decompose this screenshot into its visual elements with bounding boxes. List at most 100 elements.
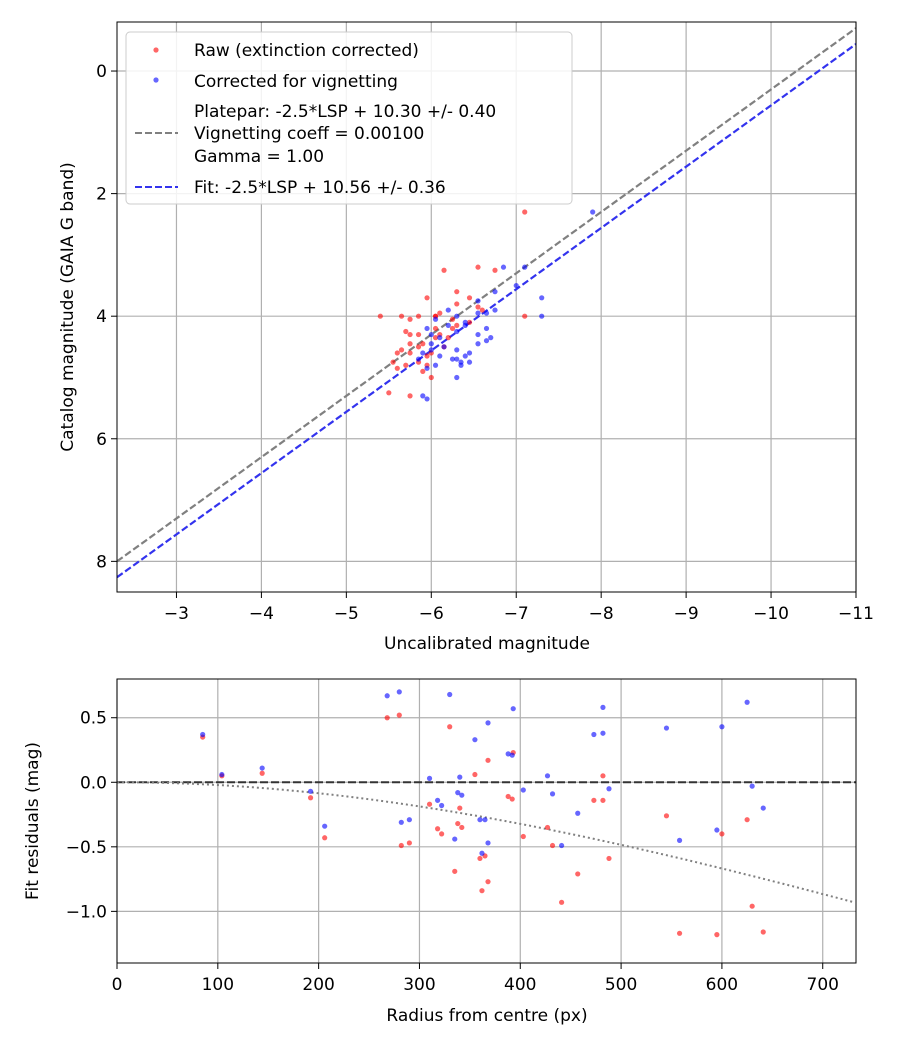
top-x-tick-label: −5 (334, 604, 359, 624)
bottom-x-tick-label: 700 (807, 975, 839, 995)
top-raw-point (428, 374, 434, 381)
top-raw-point (403, 328, 409, 335)
top-x-tick-label: −8 (589, 604, 614, 624)
top-x-tick-label: −6 (419, 604, 444, 624)
bottom-raw-point (600, 773, 606, 779)
bottom-x-tick-label: 400 (504, 975, 536, 995)
bottom-corrected-point (485, 720, 491, 726)
bottom-corrected-point (749, 783, 755, 789)
top-raw-point (403, 362, 409, 368)
bottom-corrected-point (510, 706, 516, 712)
top-raw-point (454, 301, 460, 307)
bottom-raw-point (591, 797, 597, 803)
bottom-corrected-point (452, 836, 458, 842)
bottom-x-tick-label: 500 (605, 975, 637, 995)
top-corrected-point (483, 310, 490, 316)
bottom-corrected-point (426, 775, 433, 782)
bottom-raw-point (426, 801, 433, 807)
bottom-corrected-point (477, 817, 483, 823)
top-raw-point (522, 209, 528, 215)
bottom-raw-point (760, 929, 766, 935)
bottom-raw-point (544, 824, 551, 831)
bottom-corrected-point (482, 817, 488, 823)
bottom-corrected-point (322, 823, 328, 829)
top-corrected-point (441, 344, 447, 350)
bottom-raw-point (322, 835, 328, 841)
bottom-corrected-point (459, 792, 465, 798)
bottom-raw-point (520, 833, 526, 840)
top-corrected-point (415, 356, 422, 362)
bottom-x-ticks: 0 100 200 300 400 500 600 700 (112, 963, 839, 995)
bottom-x-tick-label: 600 (706, 975, 738, 995)
top-corrected-point (424, 325, 430, 332)
bottom-x-tick-label: 100 (202, 975, 234, 995)
bottom-raw-point (398, 842, 404, 849)
bottom-corrected-point (676, 837, 683, 843)
top-corrected-point (462, 353, 468, 359)
top-raw-point (475, 264, 481, 270)
bottom-corrected-point (505, 751, 511, 757)
top-raw-point (415, 313, 422, 319)
top-x-tick-label: −3 (164, 604, 189, 624)
bottom-y-tick-label: 0.5 (80, 709, 107, 729)
top-plot-frame (116, 21, 857, 593)
bottom-x-axis-label: Radius from centre (px) (386, 1006, 587, 1026)
top-raw-point (415, 331, 422, 338)
top-raw-point (415, 344, 422, 350)
top-raw-point (437, 310, 443, 316)
top-raw-point (407, 350, 413, 356)
top-raw-point (394, 365, 400, 371)
bottom-corrected-point (600, 704, 606, 711)
top-raw-point (449, 316, 456, 322)
top-raw-point (398, 347, 405, 353)
top-raw-point (454, 322, 460, 328)
bottom-corrected-point (398, 819, 404, 825)
top-raw-point (424, 295, 430, 301)
bottom-corrected-point (600, 730, 606, 736)
top-raw-point (445, 335, 451, 341)
bottom-raw-point (663, 813, 670, 819)
bottom-raw-point (479, 888, 485, 894)
top-x-axis-label: Uncalibrated magnitude (384, 634, 590, 654)
top-corrected-point (462, 322, 468, 328)
bottom-x-tick-label: 0 (112, 975, 123, 995)
top-legend: Raw (extinction corrected) Corrected for… (125, 31, 573, 205)
top-corrected-point (492, 289, 498, 295)
bottom-corrected-point (509, 752, 515, 758)
top-x-tick-label: −7 (504, 604, 529, 624)
top-raw-point (398, 313, 405, 319)
vignetting-curve (117, 781, 854, 903)
bottom-corrected-point (544, 773, 551, 779)
top-y-tick-label: 6 (96, 430, 107, 450)
top-chart: −3 −4 −5 −6 −7 −8 −9 −10 −11 0 2 4 6 8 Uncalibrated … (58, 21, 874, 654)
bottom-corrected-point (719, 724, 725, 730)
bottom-corrected-point (606, 786, 612, 792)
top-x-tick-label: −10 (753, 604, 789, 624)
top-corrected-point (483, 338, 490, 344)
bottom-raw-point (749, 903, 755, 909)
bottom-raw-point (384, 715, 390, 721)
top-raw-point (449, 325, 456, 332)
top-y-axis-label: Catalog magnitude (GAIA G band) (58, 162, 78, 452)
top-corrected-point (454, 313, 460, 319)
bottom-corrected-point (744, 699, 750, 705)
top-corrected-point (458, 362, 464, 368)
top-corrected-point (475, 341, 481, 347)
bottom-corrected-point (559, 842, 565, 849)
legend-raw-marker (153, 47, 159, 53)
bottom-data-points (200, 689, 766, 938)
bottom-raw-point (559, 899, 565, 905)
top-raw-point (407, 316, 413, 322)
bottom-raw-point (477, 855, 483, 862)
legend-fit-label: Fit: -2.5*LSP + 10.56 +/- 0.36 (194, 178, 446, 198)
top-raw-point (407, 331, 413, 338)
bottom-corrected-point (439, 802, 445, 809)
legend-gamma-label: Gamma = 1.00 (194, 147, 324, 167)
bottom-corrected-point (575, 810, 581, 816)
top-corrected-point (420, 350, 426, 356)
platepar-line (117, 27, 856, 563)
bottom-y-tick-label: −1.0 (66, 902, 107, 922)
top-raw-point (441, 267, 447, 273)
bottom-corrected-point (472, 737, 478, 743)
